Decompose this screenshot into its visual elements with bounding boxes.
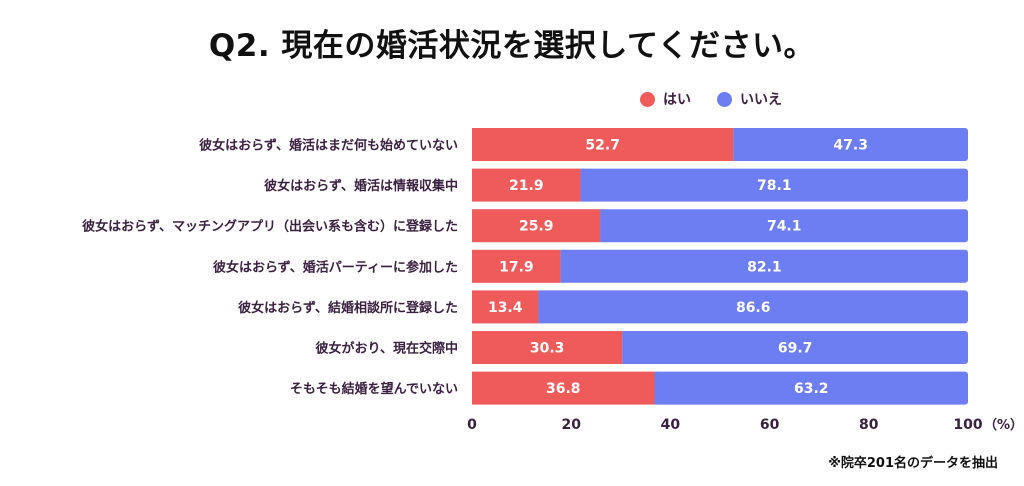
category-label: 彼女はおらず、婚活はまだ何も始めていない: [199, 138, 458, 154]
bar-segment-no: [733, 128, 968, 161]
bar-segment-no: [622, 331, 968, 364]
bar-segment-no-edge: [733, 128, 738, 161]
data-label-no: 63.2: [794, 381, 829, 397]
data-label-yes: 13.4: [488, 300, 523, 316]
legend-label-yes: はい: [663, 92, 691, 108]
bar-segment-no-edge: [538, 290, 543, 324]
legend: はい いいえ: [640, 86, 808, 112]
legend-label-no: いいえ: [740, 92, 782, 108]
data-label-no: 82.1: [747, 259, 782, 275]
data-label-no: 86.6: [736, 300, 771, 316]
data-label-yes: 52.7: [585, 138, 620, 154]
bar-segment-no-edge: [654, 371, 659, 405]
bar-segment-no-edge: [600, 209, 605, 243]
bar-segment-no-edge: [622, 331, 627, 364]
bar-segment-yes: [472, 371, 655, 405]
bar-segment-yes: [472, 128, 734, 161]
data-label-no: 74.1: [767, 219, 802, 235]
bar-segment-yes: [472, 209, 601, 243]
x-tick-label: 60: [760, 417, 780, 433]
category-label: 彼女はおらず、婚活は情報収集中: [264, 178, 458, 194]
bar-segment-yes: [472, 168, 581, 202]
bar-segment-no: [600, 209, 968, 243]
bar-segment-no: [538, 290, 968, 324]
bar-segment-yes: [472, 331, 623, 364]
legend-swatch-yes: [640, 91, 655, 107]
data-label-yes: 36.8: [546, 381, 581, 397]
x-tick-label: 40: [661, 417, 681, 433]
legend-swatch-no: [717, 91, 732, 107]
data-label-yes: 17.9: [499, 259, 534, 275]
data-label-yes: 21.9: [509, 178, 544, 194]
legend-item-yes: はい: [640, 89, 691, 109]
x-tick-label: 80: [859, 417, 879, 433]
x-tick-label: 20: [561, 417, 581, 433]
x-axis-unit: （%）: [984, 417, 1023, 433]
category-label: 彼女はおらず、結婚相談所に登録した: [238, 300, 458, 316]
x-tick-label: 100: [953, 417, 982, 433]
bar-segment-no-edge: [580, 168, 585, 202]
footnote: ※院卒201名のデータを抽出: [828, 456, 998, 471]
data-label-yes: 30.3: [530, 341, 565, 357]
bar-segment-no: [654, 371, 968, 405]
data-label-no: 69.7: [778, 341, 813, 357]
data-label-yes: 25.9: [519, 219, 554, 235]
bar-segment-no: [580, 168, 968, 202]
category-label: 彼女はおらず、婚活パーティーに参加した: [213, 259, 458, 275]
data-label-no: 47.3: [833, 138, 868, 154]
bar-segment-no: [560, 249, 968, 283]
x-tick-label: 0: [467, 417, 477, 433]
legend-item-no: いいえ: [717, 89, 782, 109]
category-label: 彼女がおり、現在交際中: [316, 341, 458, 357]
bar-segment-yes: [472, 249, 561, 283]
bar-segment-no-edge: [560, 249, 565, 283]
bar-segment-yes: [472, 290, 539, 324]
data-label-no: 78.1: [757, 178, 792, 194]
category-label: そもそも結婚を望んでいない: [290, 381, 458, 397]
chart-title: Q2. 現在の婚活状況を選択してください。: [208, 28, 816, 64]
category-label: 彼女はおらず、マッチングアプリ（出会い系も含む）に登録した: [82, 219, 458, 235]
